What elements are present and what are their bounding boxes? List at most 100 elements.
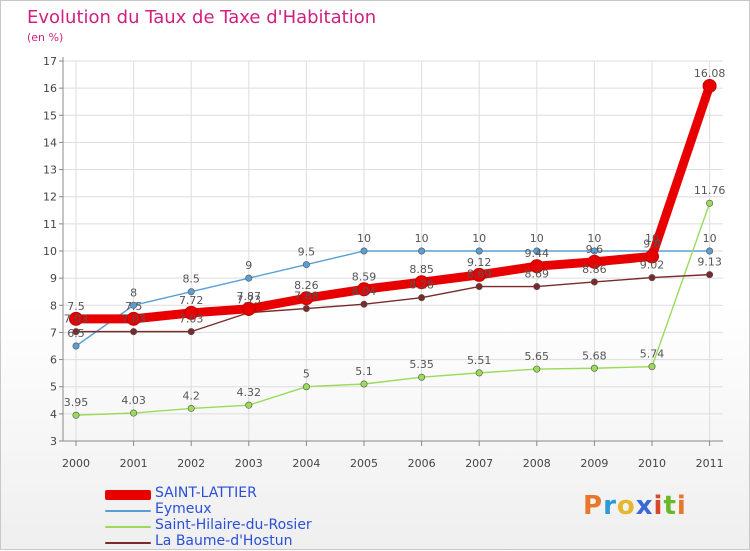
data-point	[472, 267, 487, 282]
data-point	[533, 247, 541, 255]
data-point	[360, 247, 368, 255]
y-tick-label: 15	[43, 109, 57, 122]
data-label: 16.08	[694, 67, 726, 80]
data-point	[475, 283, 483, 291]
data-point	[587, 254, 602, 269]
data-point	[645, 249, 659, 264]
data-label: 8.5	[182, 273, 200, 286]
logo-letter: o	[616, 491, 636, 521]
data-label: 7.03	[64, 313, 89, 326]
data-point	[187, 328, 195, 336]
x-tick-label: 2003	[235, 457, 263, 470]
legend-swatch	[105, 490, 151, 500]
x-tick-label: 2002	[177, 457, 205, 470]
data-label: 10	[530, 232, 544, 245]
y-tick-label: 4	[50, 408, 57, 421]
data-point	[302, 305, 310, 313]
series-line	[75, 202, 711, 416]
x-tick-label: 2008	[523, 457, 551, 470]
x-tick-label: 2005	[350, 457, 378, 470]
data-point	[702, 78, 717, 93]
data-point	[69, 311, 83, 326]
legend-label: Eymeux	[155, 501, 212, 517]
data-label: 5.51	[467, 354, 492, 367]
chart-subtitle: (en %)	[27, 31, 64, 44]
data-label: 10	[415, 232, 429, 245]
proxiti-logo: Proxiti	[583, 491, 687, 521]
data-label: 3.95	[64, 396, 89, 409]
data-point	[299, 291, 314, 306]
y-tick-label: 17	[43, 55, 57, 68]
data-label: 6.5	[67, 327, 85, 340]
x-tick-label: 2007	[465, 457, 493, 470]
data-label: 7.72	[179, 294, 204, 307]
data-point	[241, 301, 256, 316]
data-label: 5.68	[582, 349, 607, 362]
y-tick-label: 16	[43, 82, 57, 95]
data-point	[648, 363, 656, 371]
data-point	[533, 365, 541, 373]
data-label: 8.59	[352, 270, 377, 283]
data-point	[360, 300, 368, 308]
series-line	[75, 250, 711, 347]
logo-letter: i	[676, 491, 687, 521]
legend-swatch	[105, 510, 151, 512]
data-point	[590, 364, 598, 372]
data-label: 10	[357, 232, 371, 245]
data-point	[590, 278, 598, 286]
data-label: 4.03	[121, 394, 146, 407]
legend-swatch	[105, 526, 151, 528]
logo-letter: r	[603, 491, 617, 521]
data-label: 7.03	[179, 313, 204, 326]
y-tick-label: 13	[43, 164, 57, 177]
data-label: 9.02	[640, 259, 665, 272]
y-tick-label: 10	[43, 245, 57, 258]
data-point	[130, 301, 138, 309]
x-tick-label: 2004	[292, 457, 320, 470]
data-label: 8.04	[352, 285, 377, 298]
series-line	[71, 81, 715, 324]
data-point	[706, 247, 714, 255]
y-tick-label: 6	[50, 354, 57, 367]
y-tick-label: 5	[50, 381, 57, 394]
data-label: 5	[303, 368, 310, 381]
y-tick-label: 3	[50, 435, 57, 448]
data-point	[648, 274, 656, 282]
data-point	[529, 259, 544, 274]
logo-letter: P	[583, 491, 604, 521]
data-label: 8.85	[409, 263, 434, 276]
legend-label: La Baume-d'Hostun	[155, 533, 293, 549]
data-point	[302, 261, 310, 269]
y-tick-label: 8	[50, 299, 57, 312]
data-point	[72, 342, 80, 350]
data-point	[130, 409, 138, 417]
legend-swatch	[105, 542, 151, 544]
data-label: 7.5	[67, 300, 85, 313]
legend-label: Saint-Hilaire-du-Rosier	[155, 517, 312, 533]
data-point	[418, 247, 426, 255]
data-label: 7.88	[294, 290, 319, 303]
data-point	[414, 275, 429, 290]
x-tick-label: 2001	[120, 457, 148, 470]
data-point	[533, 283, 541, 291]
data-point	[72, 411, 80, 419]
data-label: 8.28	[409, 279, 434, 292]
data-label: 10	[587, 232, 601, 245]
x-tick-label: 2006	[408, 457, 436, 470]
data-point	[187, 404, 195, 412]
data-label: 10	[703, 232, 717, 245]
data-point	[590, 247, 598, 255]
data-label: 11.76	[694, 184, 726, 197]
data-label: 8.69	[467, 268, 492, 281]
data-point	[302, 383, 310, 391]
series-line	[75, 273, 711, 333]
data-point	[187, 288, 195, 296]
data-point	[360, 380, 368, 388]
data-point	[475, 369, 483, 377]
data-label: 4.32	[237, 386, 262, 399]
legend-label: SAINT-LATTIER	[155, 485, 257, 501]
y-tick-label: 7	[50, 326, 57, 339]
data-label: 9.44	[525, 247, 550, 260]
